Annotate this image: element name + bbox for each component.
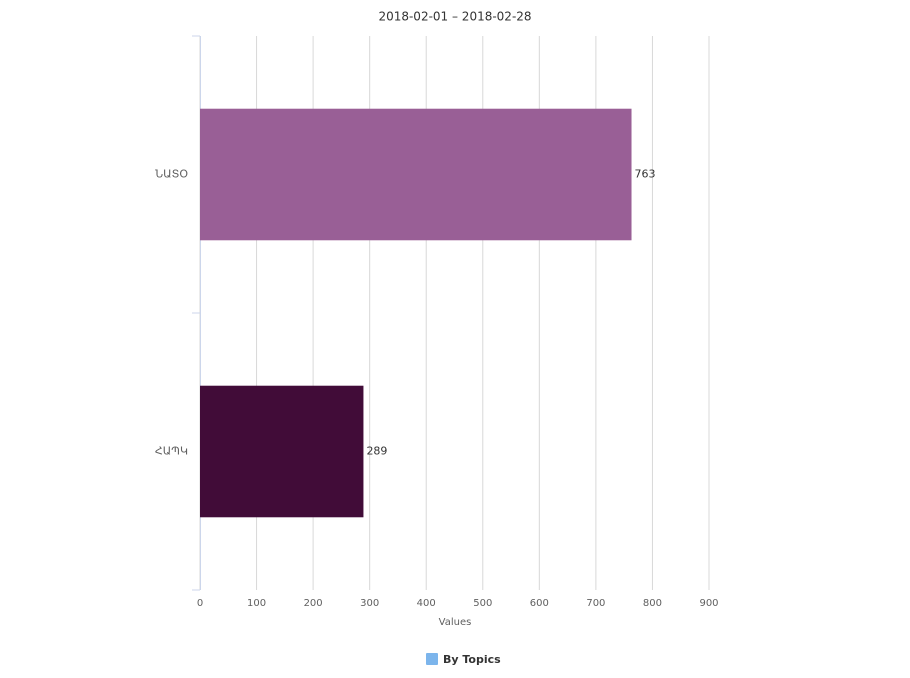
x-tick-label: 100: [247, 598, 266, 609]
x-tick-label: 700: [586, 598, 605, 609]
x-tick-label: 600: [530, 598, 549, 609]
data-label: 289: [366, 445, 387, 458]
x-axis-label: Values: [439, 617, 472, 628]
x-tick-label: 500: [473, 598, 492, 609]
x-tick-label: 900: [699, 598, 718, 609]
y-tick-label: ՀԱՊԿ: [155, 445, 188, 458]
data-label: 763: [635, 168, 656, 181]
legend-swatch[interactable]: [426, 653, 438, 665]
bar: [200, 385, 364, 518]
chart-title: 2018-02-01 – 2018-02-28: [378, 10, 531, 24]
y-tick-label: ՆԱՏՕ: [155, 168, 188, 181]
bar: [200, 108, 632, 241]
x-tick-label: 0: [197, 598, 203, 609]
x-tick-label: 400: [417, 598, 436, 609]
legend-label[interactable]: By Topics: [443, 653, 501, 666]
x-tick-label: 200: [304, 598, 323, 609]
x-tick-label: 300: [360, 598, 379, 609]
x-tick-label: 800: [643, 598, 662, 609]
